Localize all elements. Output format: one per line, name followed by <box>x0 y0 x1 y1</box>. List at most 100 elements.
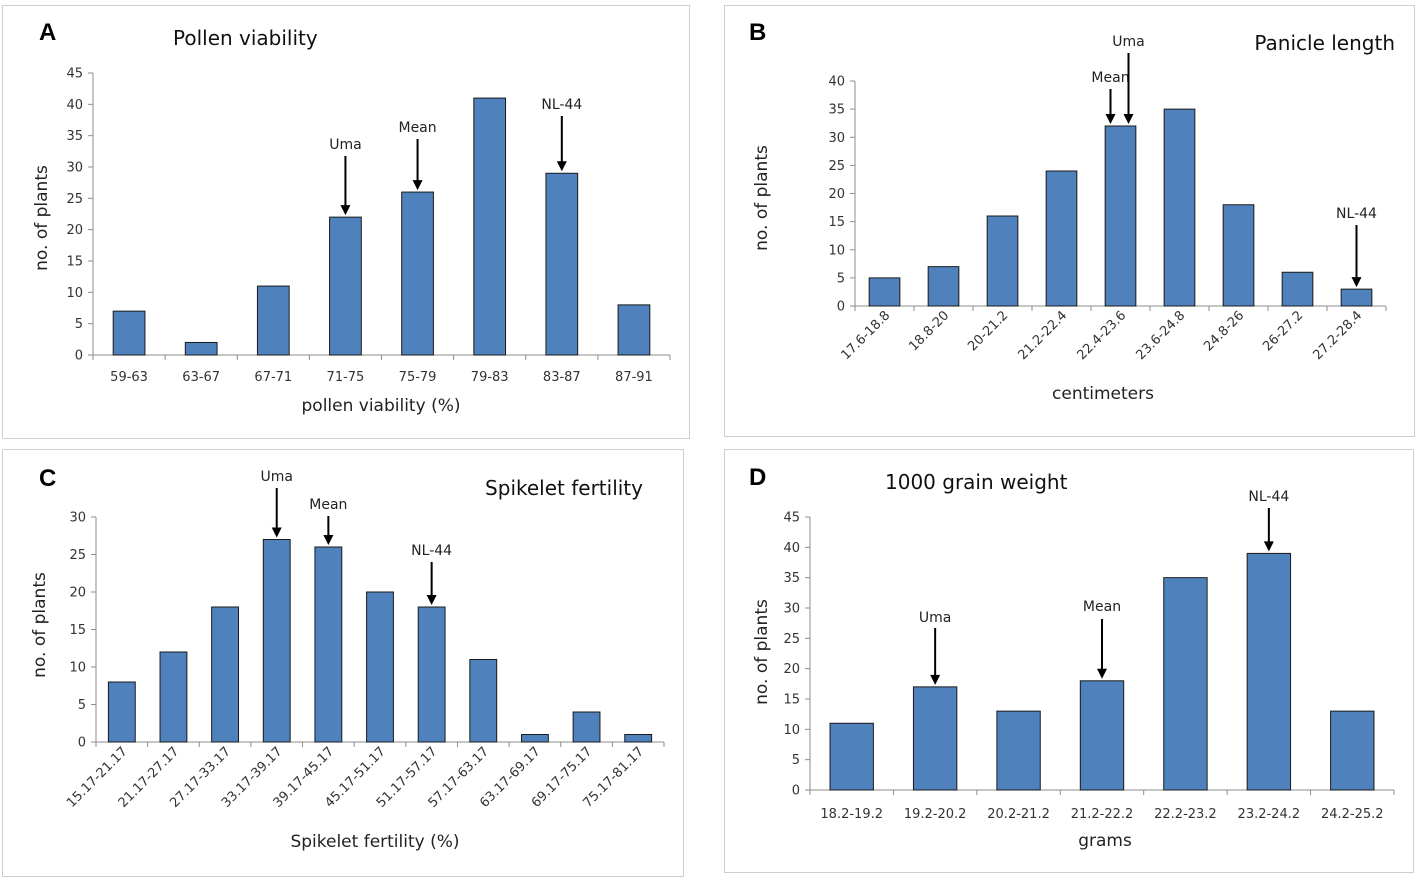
bar-83-87 <box>545 172 579 356</box>
bar-15.17-21.17 <box>107 681 136 743</box>
x-tick-label: 23.6-24.8 <box>1133 308 1188 363</box>
y-tick-label: 35 <box>783 571 800 586</box>
bar-23.2-24.2 <box>1246 552 1292 791</box>
x-tick-label: 22.4-23.6 <box>1074 308 1129 363</box>
annotation-mean: Mean <box>398 120 436 136</box>
chart-panel-a: A Pollen viability 0 5 10 15 20 25 30 35 40 45 59-63… <box>2 5 690 439</box>
bar-22.2-23.2 <box>1163 577 1208 791</box>
y-tick-label: 5 <box>792 753 800 768</box>
annotation-mean: Mean <box>1083 599 1121 615</box>
arrowhead-icon <box>1263 541 1274 552</box>
y-tick-label: 20 <box>66 223 83 238</box>
bar-20-21.2 <box>986 215 1019 307</box>
grain-weight-chart: D 1000 grain weight 0 5 10 15 20 25 30 35 40 45 18.2… <box>749 464 1395 851</box>
y-tick-label: 30 <box>828 131 845 146</box>
arrowhead-icon <box>271 527 282 538</box>
x-tick-label: 18.8-20 <box>906 308 952 354</box>
annotation-uma: Uma <box>1112 34 1144 50</box>
annotation-nl-44: NL-44 <box>1248 489 1289 505</box>
x-tick-label: 79-83 <box>471 370 509 385</box>
bar-24.8-26 <box>1222 204 1255 307</box>
x-axis-label: Spikelet fertility (%) <box>290 832 459 852</box>
y-axis-label: no. of plants <box>30 572 50 678</box>
bar-18.2-19.2 <box>829 722 874 791</box>
y-tick-label: 45 <box>66 67 83 82</box>
x-tick-label: 19.2-20.2 <box>904 807 967 822</box>
arrowhead-icon <box>1105 114 1116 124</box>
x-tick-label: 22.2-23.2 <box>1154 807 1217 822</box>
x-tick-label: 59-63 <box>110 370 148 385</box>
x-tick-label: 87-91 <box>615 370 653 385</box>
y-tick-label: 25 <box>69 548 86 563</box>
y-tick-label: 0 <box>78 736 86 751</box>
x-axis-label: grams <box>1078 831 1132 851</box>
chart-title: Pollen viability <box>173 26 318 50</box>
y-tick-label: 15 <box>783 693 800 708</box>
bar-63-67 <box>184 341 218 356</box>
panel-letter: A <box>39 19 56 46</box>
y-tick-label: 0 <box>75 349 83 364</box>
arrowhead-icon <box>323 535 334 545</box>
x-tick-label: 71-75 <box>327 370 365 385</box>
bar-19.2-20.2 <box>912 686 958 791</box>
y-axis-label: no. of plants <box>752 599 772 705</box>
y-tick-label: 25 <box>783 632 800 647</box>
bar-27.17-33.17 <box>211 606 240 743</box>
arrowhead-icon <box>1123 114 1134 124</box>
arrowhead-icon <box>556 161 567 172</box>
x-axis-label: centimeters <box>1052 384 1154 404</box>
bar-17.6-18.8 <box>868 277 901 307</box>
y-tick-label: 15 <box>66 255 83 270</box>
bar-69.17-75.17 <box>572 711 601 743</box>
annotation-mean: Mean <box>1091 70 1129 86</box>
arrowhead-icon <box>930 674 941 685</box>
bar-87-91 <box>617 304 651 356</box>
annotation-uma: Uma <box>329 137 361 153</box>
chart-panel-d: D 1000 grain weight 0 5 10 15 20 25 30 35 40 45 18.2… <box>724 449 1414 873</box>
chart-title: Panicle length <box>1254 31 1395 55</box>
bar-79-83 <box>473 97 507 356</box>
x-tick-label: 24.8-26 <box>1201 308 1247 354</box>
annotation-nl-44: NL-44 <box>411 543 452 559</box>
bar-67-71 <box>256 285 290 356</box>
y-tick-label: 30 <box>783 602 800 617</box>
arrowhead-icon <box>426 595 437 605</box>
y-axis-label: no. of plants <box>752 145 772 251</box>
bar-21.17-27.17 <box>159 651 188 743</box>
bar-45.17-51.17 <box>366 591 394 743</box>
bar-27.2-28.4 <box>1340 288 1373 307</box>
y-tick-label: 10 <box>783 723 800 738</box>
bar-39.17-45.17 <box>314 546 343 743</box>
y-tick-label: 5 <box>78 698 86 713</box>
chart-title: Spikelet fertility <box>485 476 643 500</box>
y-tick-label: 15 <box>69 623 86 638</box>
arrowhead-icon <box>340 205 351 216</box>
y-tick-label: 45 <box>783 511 800 526</box>
y-tick-label: 0 <box>792 784 800 799</box>
panicle-length-chart: B Panicle length 0 5 10 15 20 25 30 35 40 17.6-18.8… <box>749 19 1395 404</box>
bar-22.4-23.6 <box>1104 125 1137 307</box>
bar-21.2-22.4 <box>1045 170 1078 307</box>
annotation-uma: Uma <box>260 469 292 485</box>
y-tick-label: 40 <box>783 541 800 556</box>
bar-33.17-39.17 <box>262 539 291 743</box>
y-tick-label: 20 <box>69 586 86 601</box>
y-axis-label: no. of plants <box>32 165 52 271</box>
y-tick-label: 5 <box>75 317 83 332</box>
y-tick-label: 10 <box>828 243 845 258</box>
y-tick-label: 10 <box>66 286 83 301</box>
bar-59-63 <box>112 310 146 356</box>
y-tick-label: 35 <box>66 129 83 144</box>
annotation-uma: Uma <box>919 610 951 626</box>
x-tick-label: 27.2-28.4 <box>1310 308 1365 363</box>
y-tick-label: 25 <box>828 159 845 174</box>
x-tick-label: 21.2-22.4 <box>1015 308 1070 363</box>
y-tick-label: 35 <box>828 103 845 118</box>
bar-26-27.2 <box>1281 271 1314 307</box>
bar-57.17-63.17 <box>469 659 498 743</box>
y-tick-label: 25 <box>66 192 83 207</box>
bar-20.2-21.2 <box>996 710 1041 791</box>
bar-18.8-20 <box>927 266 960 307</box>
y-tick-label: 0 <box>837 300 845 315</box>
annotation-nl-44: NL-44 <box>1336 206 1377 222</box>
